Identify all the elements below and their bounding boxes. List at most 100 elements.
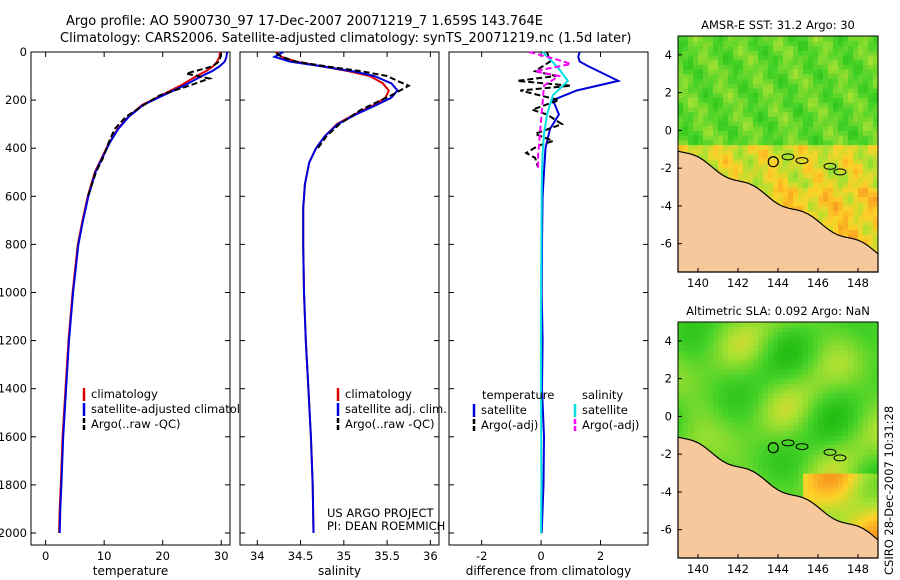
sla-map-cell (833, 378, 839, 384)
sla-map-cell (763, 378, 769, 384)
sst-map-cell (873, 196, 879, 202)
sla-map-cell (863, 425, 869, 432)
sla-map-cell (843, 468, 849, 474)
sst-map-cell (788, 172, 794, 179)
sla-map-cell (828, 458, 834, 465)
sst-map-cell (843, 125, 849, 131)
sst-map-cell (813, 158, 819, 165)
sla-map-cell (738, 430, 744, 436)
sst-map-cell (823, 144, 829, 150)
sst-map-cell (788, 116, 794, 122)
sst-map-cell (753, 73, 759, 80)
sla-map-cell (753, 449, 759, 455)
sla-map-cell (858, 520, 864, 526)
sst-map-cell (703, 92, 709, 98)
sla-map-cell (728, 440, 734, 446)
sst-map-cell (698, 92, 704, 98)
sst-map-cell (838, 182, 844, 188)
sla-map-cell (763, 430, 769, 436)
sla-map-cell (853, 449, 859, 455)
sst-map-cell (848, 149, 854, 155)
sla-map-cell (768, 458, 774, 465)
sla-map-cell (858, 440, 864, 446)
sla-map-cell (818, 496, 824, 502)
sst-map-cell (828, 45, 834, 51)
sst-map-cell (768, 144, 774, 150)
sla-map-cell (718, 435, 724, 441)
sst-map-cell (788, 177, 794, 183)
sla-map-cell (823, 435, 829, 441)
sst-map-cell (803, 191, 809, 198)
sla-map-cell (803, 473, 809, 479)
sla-map-cell (738, 444, 744, 451)
sst-map-cell (858, 205, 864, 212)
sst-map-cell (753, 64, 759, 70)
sst-map-cell (803, 64, 809, 70)
sst-map-cell (688, 92, 694, 98)
sla-map-cell (713, 355, 719, 361)
sst-map-cell (828, 163, 834, 169)
sla-map-cell (868, 369, 874, 375)
sla-map-cell (793, 482, 799, 488)
sla-map-cell (808, 468, 814, 474)
sst-map-cell (733, 73, 739, 80)
sst-map-cell (743, 106, 749, 113)
sla-map-cell (698, 416, 704, 422)
sla-map-cell (728, 454, 734, 460)
sla-map-cell (688, 392, 694, 399)
sst-map-cell (753, 154, 759, 160)
sla-map-cell (678, 373, 684, 380)
sst-map-cell (763, 187, 769, 193)
sla-map-cell (828, 473, 834, 479)
sst-map-cell (743, 130, 749, 136)
sla-map-cell (688, 383, 694, 389)
sst-map-cell (828, 154, 834, 160)
sst-map-cell (818, 158, 824, 165)
sst-map-cell (778, 36, 784, 42)
sst-map-cell (838, 210, 844, 216)
sst-map-cell (803, 54, 809, 61)
sst-map-cell (768, 154, 774, 160)
sst-map-cell (708, 78, 714, 84)
sst-map-cell (743, 163, 749, 169)
sst-map-cell (798, 111, 804, 117)
sst-map-cell (708, 106, 714, 113)
sla-map-cell (678, 378, 684, 384)
sla-map-cell (813, 359, 819, 366)
sst-map-cell (798, 163, 804, 169)
sla-map-cell (853, 520, 859, 526)
sst-map-cell (873, 224, 879, 231)
sst-map-cell (738, 83, 744, 89)
sst-map-cell (748, 106, 754, 113)
sla-map-cell (848, 491, 854, 498)
sla-map-cell (868, 416, 874, 422)
sla-map-cell (743, 397, 749, 403)
sla-map-cell (803, 392, 809, 399)
sst-map-cell (803, 87, 809, 94)
sla-map-cell (738, 355, 744, 361)
sla-map-cell (728, 458, 734, 465)
sla-map-cell (853, 487, 859, 493)
sst-map-cell (763, 111, 769, 117)
sst-map-cell (773, 191, 779, 198)
sla-map-cell (683, 430, 689, 436)
sst-map-cell (838, 191, 844, 198)
sst-map-cell (868, 69, 874, 75)
sla-map-cell (788, 435, 794, 441)
sla-map-cell (763, 468, 769, 474)
sst-map-cell (843, 144, 849, 150)
sst-map-cell (823, 168, 829, 174)
sla-map-cell (693, 378, 699, 384)
sla-map-cell (773, 378, 779, 384)
sst-map-cell (833, 73, 839, 80)
sla-map-cell (783, 468, 789, 474)
sst-map-cell (863, 102, 869, 108)
sla-map-cell (858, 421, 864, 427)
sla-map-cell (698, 355, 704, 361)
sst-map-cell (718, 36, 724, 42)
sst-map-cell (843, 50, 849, 56)
sst-map-cell (748, 135, 754, 141)
sla-map-cell (698, 425, 704, 432)
sst-map-cell (828, 54, 834, 61)
sst-map-cell (853, 83, 859, 89)
